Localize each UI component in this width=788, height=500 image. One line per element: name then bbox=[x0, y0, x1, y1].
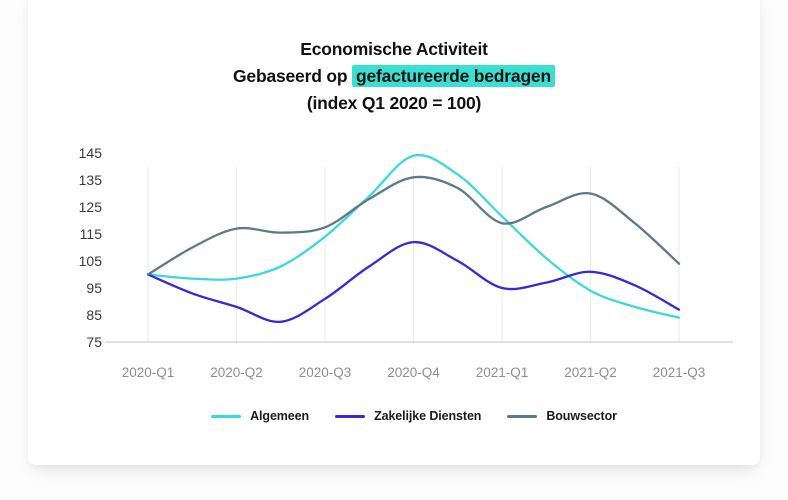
chart-title-highlight: gefactureerde bedragen bbox=[351, 65, 555, 87]
x-axis-tick-label: 2021-Q3 bbox=[653, 365, 706, 380]
legend-label: Algemeen bbox=[250, 409, 310, 423]
chart-title-line-3: (index Q1 2020 = 100) bbox=[306, 93, 482, 113]
legend-item-bouwsector: Bouwsector bbox=[507, 409, 617, 423]
y-axis-tick-label: 105 bbox=[79, 253, 103, 269]
legend-item-zakelijke-diensten: Zakelijke Diensten bbox=[335, 409, 481, 423]
chart-title-line-1: Economische Activiteit bbox=[300, 39, 488, 59]
chart-title-line-2-prefix: Gebaseerd op bbox=[233, 66, 352, 86]
x-axis-tick-label: 2021-Q2 bbox=[564, 365, 617, 380]
legend-swatch bbox=[335, 414, 366, 418]
chart-legend: Algemeen Zakelijke Diensten Bouwsector bbox=[40, 406, 788, 426]
x-axis-tick-label: 2020-Q4 bbox=[387, 365, 440, 380]
series-line-bouwsector bbox=[146, 175, 681, 276]
chart-title-line-2: Gebaseerd op gefactureerde bedragen bbox=[0, 63, 788, 90]
legend-swatch bbox=[211, 414, 242, 418]
y-axis-tick-label: 95 bbox=[86, 280, 102, 296]
y-axis-tick-label: 135 bbox=[79, 172, 103, 188]
x-axis-tick-label: 2020-Q2 bbox=[210, 365, 263, 380]
x-axis-tick-label: 2020-Q3 bbox=[299, 365, 352, 380]
y-axis-tick-label: 115 bbox=[80, 226, 103, 242]
series-line-algemeen bbox=[146, 153, 681, 319]
legend-item-algemeen: Algemeen bbox=[211, 409, 309, 423]
series-line-zakelijke-diensten bbox=[146, 240, 681, 323]
x-axis-tick-label: 2020-Q1 bbox=[122, 365, 175, 380]
legend-label: Zakelijke Diensten bbox=[374, 409, 482, 423]
y-axis-tick-label: 75 bbox=[86, 334, 102, 350]
x-axis-tick-label: 2021-Q1 bbox=[476, 365, 529, 380]
y-axis-tick-label: 145 bbox=[79, 145, 103, 161]
chart-title-block: Economische Activiteit Gebaseerd op gefa… bbox=[0, 36, 788, 117]
legend-swatch bbox=[507, 414, 538, 418]
legend-label: Bouwsector bbox=[546, 409, 617, 423]
y-axis-tick-label: 125 bbox=[79, 199, 103, 215]
y-axis-tick-label: 85 bbox=[86, 307, 102, 323]
